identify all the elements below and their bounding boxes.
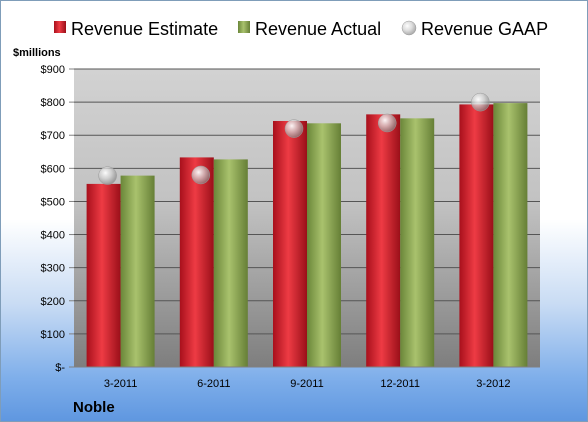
bar-revenue-estimate xyxy=(366,114,401,368)
point-revenue-gaap xyxy=(284,119,304,138)
y-tick-label: $700 xyxy=(41,130,65,142)
y-tick-label: $900 xyxy=(41,64,65,76)
x-tick-label: 3-2011 xyxy=(104,378,137,390)
legend-swatch-actual xyxy=(238,21,250,33)
legend-label-actual: Revenue Actual xyxy=(255,19,381,39)
bars xyxy=(86,103,528,368)
legend-label-estimate: Revenue Estimate xyxy=(71,19,218,39)
x-tick-label: 12-2011 xyxy=(380,378,420,390)
legend-label-gaap: Revenue GAAP xyxy=(421,19,548,39)
point-revenue-gaap xyxy=(191,165,211,185)
y-axis-ticks: $- $100 $200 $300 $400 $500 $600 $700 $800 $900 xyxy=(41,64,74,374)
gaap-points xyxy=(98,92,490,185)
y-tick-label: $600 xyxy=(41,163,65,175)
bar-revenue-actual xyxy=(493,103,528,368)
x-tick-label: 3-2012 xyxy=(476,378,510,390)
company-name: Noble xyxy=(73,399,115,416)
x-tick-label: 9-2011 xyxy=(290,378,323,390)
legend: Revenue Estimate Revenue Actual Revenue … xyxy=(54,19,548,39)
y-axis-unit-label: $millions xyxy=(13,47,61,59)
bar-revenue-estimate xyxy=(86,183,121,367)
y-tick-label: $200 xyxy=(41,296,65,308)
bar-revenue-estimate xyxy=(459,104,494,367)
point-revenue-gaap xyxy=(98,166,117,185)
point-revenue-gaap xyxy=(471,92,490,112)
legend-marker-gaap xyxy=(401,20,417,36)
point-revenue-gaap xyxy=(377,113,397,133)
y-tick-label: $- xyxy=(55,362,65,374)
x-axis-ticks: 3-2011 6-2011 9-2011 12-2011 3-2012 xyxy=(104,378,511,390)
x-tick-label: 6-2011 xyxy=(197,378,230,390)
bar-revenue-estimate xyxy=(273,120,307,368)
bar-revenue-actual xyxy=(307,123,341,368)
y-tick-label: $500 xyxy=(41,196,65,208)
y-tick-label: $100 xyxy=(41,329,65,341)
bar-revenue-actual xyxy=(120,175,155,367)
y-tick-label: $400 xyxy=(41,230,65,242)
bar-revenue-actual xyxy=(213,159,248,367)
legend-swatch-estimate xyxy=(54,21,66,33)
bar-revenue-actual xyxy=(400,118,435,367)
y-tick-label: $800 xyxy=(41,97,65,109)
bar-revenue-estimate xyxy=(179,157,214,367)
y-tick-label: $300 xyxy=(41,263,65,275)
